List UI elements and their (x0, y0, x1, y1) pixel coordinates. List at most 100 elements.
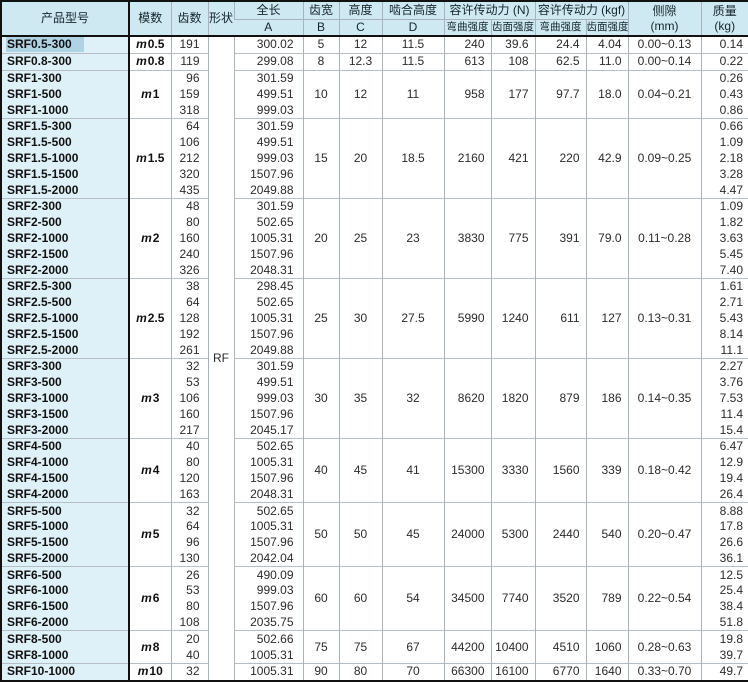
product-model-cell[interactable]: SRF1-300 (1, 70, 129, 86)
product-model-cell[interactable]: SRF2.5-2000 (1, 342, 129, 358)
mesh-height-cell: 18.5 (382, 118, 444, 198)
teeth-cell: 32 (171, 664, 208, 681)
face-width-cell: 40 (303, 438, 339, 502)
mass-cell: 1.61 (701, 278, 748, 294)
product-model-cell[interactable]: SRF4-2000 (1, 486, 129, 502)
mass-cell: 17.8 (701, 519, 748, 535)
mass-cell: 11.1 (701, 342, 748, 358)
face-width-cell: 50 (303, 503, 339, 567)
product-model-cell[interactable]: SRF3-500 (1, 375, 129, 391)
height-cell: 12 (339, 36, 382, 53)
product-model-cell[interactable]: SRF5-1500 (1, 535, 129, 551)
product-model-cell[interactable]: SRF3-1500 (1, 406, 129, 422)
module-cell: m6 (129, 567, 171, 631)
length-cell: 1005.31 (234, 455, 303, 471)
length-cell: 2042.04 (234, 551, 303, 567)
mass-cell: 19.4 (701, 471, 748, 487)
product-model-cell[interactable]: SRF2-500 (1, 215, 129, 231)
product-model-cell[interactable]: SRF6-1500 (1, 599, 129, 615)
product-model-cell[interactable]: SRF5-1000 (1, 519, 129, 535)
product-model-cell[interactable]: SRF0.5-300 (1, 36, 129, 53)
product-model-cell[interactable]: SRF0.8-300 (1, 53, 129, 70)
bending-n-cell: 44200 (444, 631, 491, 664)
product-model-cell[interactable]: SRF3-2000 (1, 422, 129, 438)
teeth-cell: 191 (171, 36, 208, 53)
teeth-cell: 32 (171, 503, 208, 519)
face-width-cell: 60 (303, 567, 339, 631)
product-model-cell[interactable]: SRF4-1000 (1, 455, 129, 471)
product-model-cell[interactable]: SRF2.5-500 (1, 295, 129, 311)
col-header-length: 全长 (234, 1, 303, 20)
mass-cell: 7.40 (701, 262, 748, 278)
teeth-cell: 106 (171, 391, 208, 407)
product-model-cell[interactable]: SRF8-500 (1, 631, 129, 647)
product-model-cell[interactable]: SRF5-500 (1, 503, 129, 519)
surface-n-cell: 1240 (491, 278, 535, 358)
product-model-cell[interactable]: SRF1.5-500 (1, 135, 129, 151)
product-model-cell[interactable]: SRF1.5-2000 (1, 182, 129, 198)
mass-cell: 36.1 (701, 551, 748, 567)
bending-kgf-cell: 24.4 (535, 36, 586, 53)
product-model-cell[interactable]: SRF1.5-1000 (1, 151, 129, 167)
bending-kgf-cell: 391 (535, 198, 586, 278)
product-model-cell[interactable]: SRF2.5-300 (1, 278, 129, 294)
mesh-height-cell: 54 (382, 567, 444, 631)
bending-kgf-cell: 1560 (535, 438, 586, 502)
bending-kgf-cell: 3520 (535, 567, 586, 631)
product-model-cell[interactable]: SRF10-1000 (1, 664, 129, 681)
mass-cell: 7.53 (701, 391, 748, 407)
surface-n-cell: 39.6 (491, 36, 535, 53)
product-model-cell[interactable]: SRF1-500 (1, 86, 129, 102)
length-cell: 299.08 (234, 53, 303, 70)
mass-cell: 1.82 (701, 215, 748, 231)
backlash-cell: 0.00~0.14 (628, 53, 701, 70)
product-model-cell[interactable]: SRF6-2000 (1, 615, 129, 631)
mass-cell: 38.4 (701, 599, 748, 615)
product-model-cell[interactable]: SRF2-300 (1, 198, 129, 214)
product-model-cell[interactable]: SRF3-300 (1, 358, 129, 374)
length-cell: 1507.96 (234, 246, 303, 262)
height-cell: 30 (339, 278, 382, 358)
product-model-cell[interactable]: SRF1.5-300 (1, 118, 129, 134)
bending-n-cell: 34500 (444, 567, 491, 631)
mass-cell: 39.7 (701, 647, 748, 663)
bending-n-cell: 2160 (444, 118, 491, 198)
length-cell: 298.45 (234, 278, 303, 294)
product-model-cell[interactable]: SRF2-2000 (1, 262, 129, 278)
teeth-cell: 130 (171, 551, 208, 567)
col-header-backlash: 侧隙 (mm) (628, 1, 701, 36)
product-model-cell[interactable]: SRF2.5-1000 (1, 311, 129, 327)
product-model-cell[interactable]: SRF2.5-1500 (1, 326, 129, 342)
length-cell: 490.09 (234, 567, 303, 583)
product-model-cell[interactable]: SRF5-2000 (1, 551, 129, 567)
product-model-cell[interactable]: SRF2-1000 (1, 231, 129, 247)
surface-kgf-cell: 339 (586, 438, 628, 502)
product-model-cell[interactable]: SRF6-500 (1, 567, 129, 583)
mass-cell: 26.4 (701, 486, 748, 502)
product-model-cell[interactable]: SRF3-1000 (1, 391, 129, 407)
bending-n-cell: 3830 (444, 198, 491, 278)
surface-n-cell: 1820 (491, 358, 535, 438)
length-cell: 499.51 (234, 135, 303, 151)
height-cell: 50 (339, 503, 382, 567)
product-model-cell[interactable]: SRF4-1500 (1, 471, 129, 487)
product-model-cell[interactable]: SRF1-1000 (1, 102, 129, 118)
product-model-cell[interactable]: SRF6-1000 (1, 583, 129, 599)
product-model-cell[interactable]: SRF4-500 (1, 438, 129, 454)
surface-n-cell: 7740 (491, 567, 535, 631)
selected-text[interactable]: SRF0.5-300 (6, 36, 84, 52)
col-subheader-a: A (234, 20, 303, 37)
product-model-cell[interactable]: SRF2-1500 (1, 246, 129, 262)
face-width-cell: 8 (303, 53, 339, 70)
bending-kgf-cell: 97.7 (535, 70, 586, 118)
product-model-cell[interactable]: SRF8-1000 (1, 647, 129, 663)
product-model-cell[interactable]: SRF1.5-1500 (1, 166, 129, 182)
mass-cell: 2.71 (701, 295, 748, 311)
